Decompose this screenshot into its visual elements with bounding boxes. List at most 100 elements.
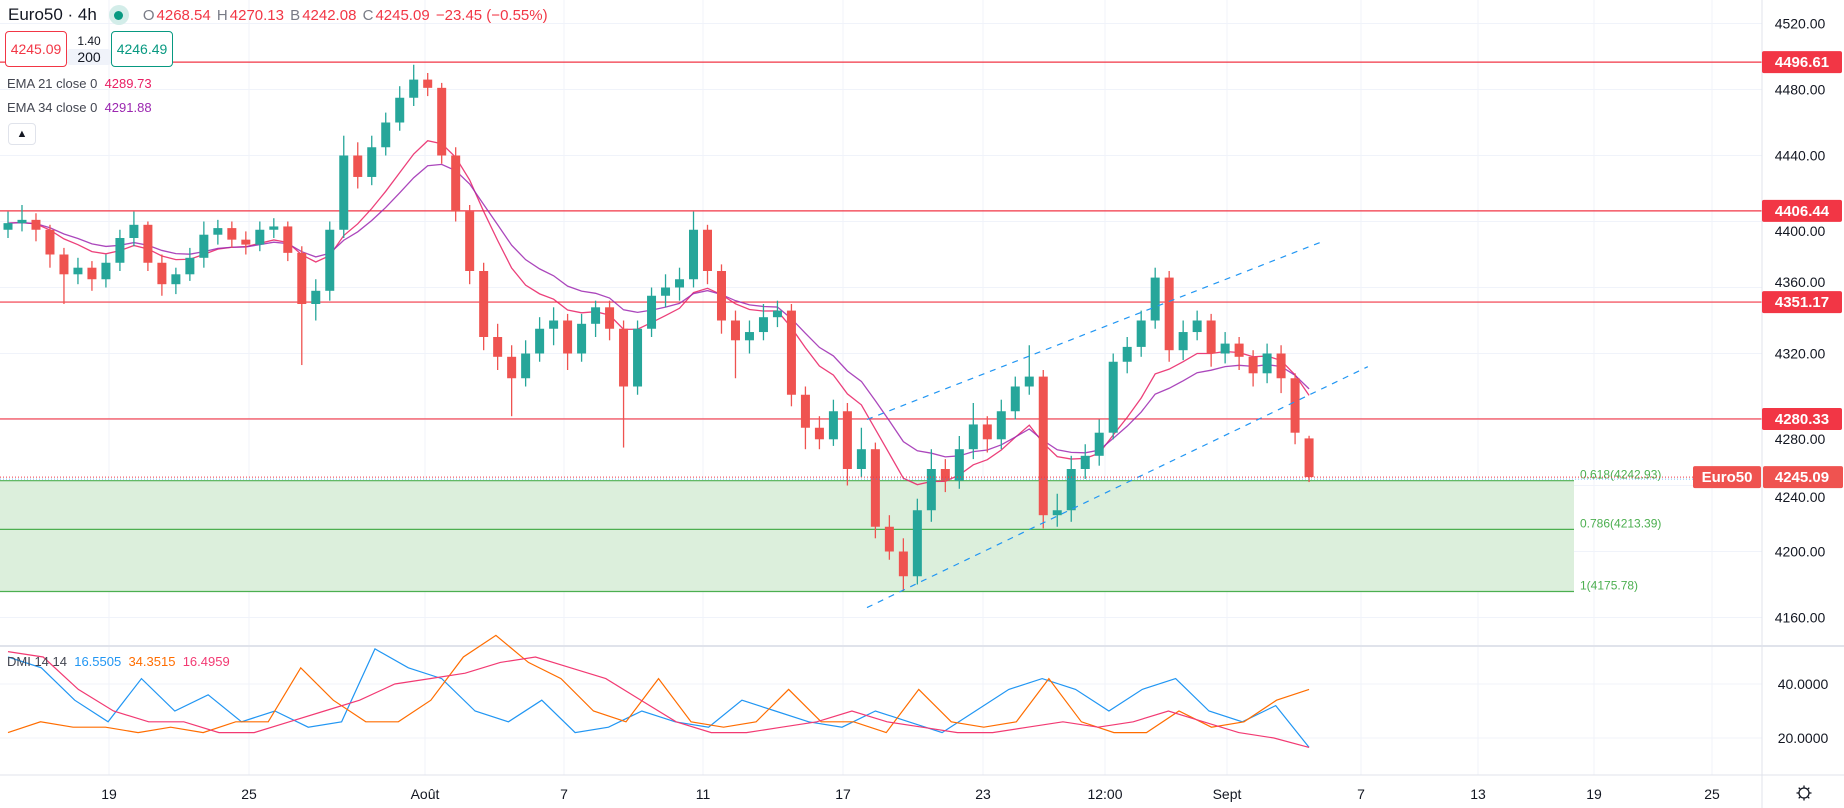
candle-up — [1108, 361, 1118, 433]
candle-up — [255, 229, 265, 245]
candle-down — [940, 469, 950, 481]
buy-button[interactable]: 4246.49 — [111, 31, 173, 67]
high-value: 4270.13 — [229, 6, 284, 24]
candle-down — [157, 262, 167, 285]
candle-down — [143, 224, 153, 263]
candle-up — [968, 424, 978, 450]
close-label: C — [362, 6, 374, 24]
candle-up — [661, 287, 671, 296]
candle-up — [409, 79, 419, 98]
candle-up — [1052, 510, 1062, 516]
change-value: −23.45 (−0.55%) — [435, 6, 548, 24]
candle-down — [353, 155, 363, 177]
time-axis-label: 25 — [241, 786, 257, 802]
candle-down — [297, 252, 307, 304]
ema-34-line — [7, 163, 1310, 458]
symbol-price-tag-label: Euro50 — [1702, 469, 1753, 486]
price-axis-label: 4480.00 — [1775, 82, 1826, 98]
candle-down — [800, 394, 810, 428]
close-value: 4245.09 — [375, 6, 430, 24]
fib-zone — [0, 480, 1574, 592]
candle-up — [213, 228, 223, 235]
candle-down — [716, 271, 726, 321]
candle-down — [982, 424, 992, 440]
symbol-title[interactable]: Euro50 · 4h — [8, 5, 97, 24]
price-axis-label: 4200.00 — [1775, 544, 1826, 560]
candle-down — [884, 526, 894, 552]
indicator-label: EMA 34 close 0 — [7, 100, 98, 115]
time-axis-label: 12:00 — [1087, 786, 1122, 802]
price-axis-label: 4520.00 — [1775, 16, 1826, 32]
level-price-label: 4406.44 — [1775, 203, 1830, 220]
candle-down — [730, 320, 740, 341]
channel-upper-line — [866, 240, 1324, 421]
candle-up — [1136, 320, 1146, 347]
candle-down — [59, 254, 69, 275]
price-axis-label: 4280.00 — [1775, 431, 1826, 447]
candle-up — [577, 323, 587, 354]
market-open-status-icon — [108, 5, 129, 25]
candle-up — [1150, 277, 1160, 321]
price-axis-label: 4400.00 — [1775, 223, 1826, 239]
candle-up — [115, 238, 125, 263]
candle-up — [381, 122, 391, 148]
symbol-legend: Euro50 · 4h O 4268.54 H 4270.13 B 4242.08 C… — [8, 4, 550, 26]
candle-down — [465, 211, 475, 271]
candle-down — [605, 307, 615, 329]
candle-up — [772, 310, 782, 318]
candle-up — [675, 279, 685, 288]
candle-up — [17, 219, 27, 224]
candle-up — [521, 353, 531, 379]
candle-up — [1024, 376, 1034, 387]
time-axis-label: 23 — [975, 786, 991, 802]
price-axis-label: 4240.00 — [1775, 489, 1826, 505]
time-axis-label: 7 — [1357, 786, 1365, 802]
time-axis-label: 13 — [1470, 786, 1486, 802]
candle-down — [703, 229, 712, 271]
time-axis-label: Août — [411, 786, 440, 802]
time-axis-label: 11 — [696, 786, 711, 802]
candle-up — [73, 267, 83, 275]
level-price-label: 4351.17 — [1775, 294, 1829, 311]
fib-level-label: 1(4175.78) — [1580, 578, 1638, 592]
time-axis-label: 7 — [560, 786, 568, 802]
candle-up — [926, 469, 936, 511]
dmi-minus-di-line — [7, 634, 1310, 734]
price-axis-label: 4360.00 — [1775, 274, 1826, 290]
candle-up — [1080, 455, 1090, 469]
dmi-legend[interactable]: DMI 14 14 16.5505 34.3515 16.4959 — [7, 654, 230, 669]
adx-value: 16.4959 — [182, 654, 230, 669]
candle-up — [1010, 386, 1020, 412]
candle-up — [395, 97, 405, 123]
candle-down — [1164, 277, 1174, 351]
candle-down — [1304, 438, 1314, 478]
candle-up — [856, 449, 866, 469]
candle-down — [1038, 376, 1048, 516]
candle-down — [423, 79, 433, 88]
last-price-tag — [1763, 466, 1843, 489]
candle-up — [171, 274, 181, 285]
ohlc-values: O 4268.54 H 4270.13 B 4242.08 C 4245.09 −23.… — [143, 7, 550, 24]
candle-up — [1192, 320, 1202, 333]
candle-up — [1066, 469, 1076, 511]
sell-button[interactable]: 4245.09 — [5, 31, 67, 67]
indicator-ema-21[interactable]: EMA 21 close 0 4289.73 — [7, 76, 152, 91]
candle-down — [563, 320, 573, 354]
candle-down — [1290, 378, 1300, 433]
collapse-legend-button[interactable]: ▲ — [8, 123, 36, 145]
candle-up — [269, 226, 279, 230]
candle-down — [1276, 353, 1286, 379]
high-label: H — [216, 6, 228, 24]
settings-gear-icon[interactable] — [1796, 785, 1812, 801]
quantity-input[interactable]: 200 — [67, 49, 111, 65]
candle-down — [786, 310, 796, 395]
plus-di-value: 16.5505 — [74, 654, 122, 669]
time-axis-label: 19 — [1586, 786, 1602, 802]
indicator-ema-34[interactable]: EMA 34 close 0 4291.88 — [7, 100, 152, 115]
candle-down — [479, 271, 489, 337]
candle-up — [828, 411, 838, 440]
candle-up — [954, 449, 964, 481]
candle-down — [842, 411, 852, 469]
candle-down — [507, 356, 517, 379]
